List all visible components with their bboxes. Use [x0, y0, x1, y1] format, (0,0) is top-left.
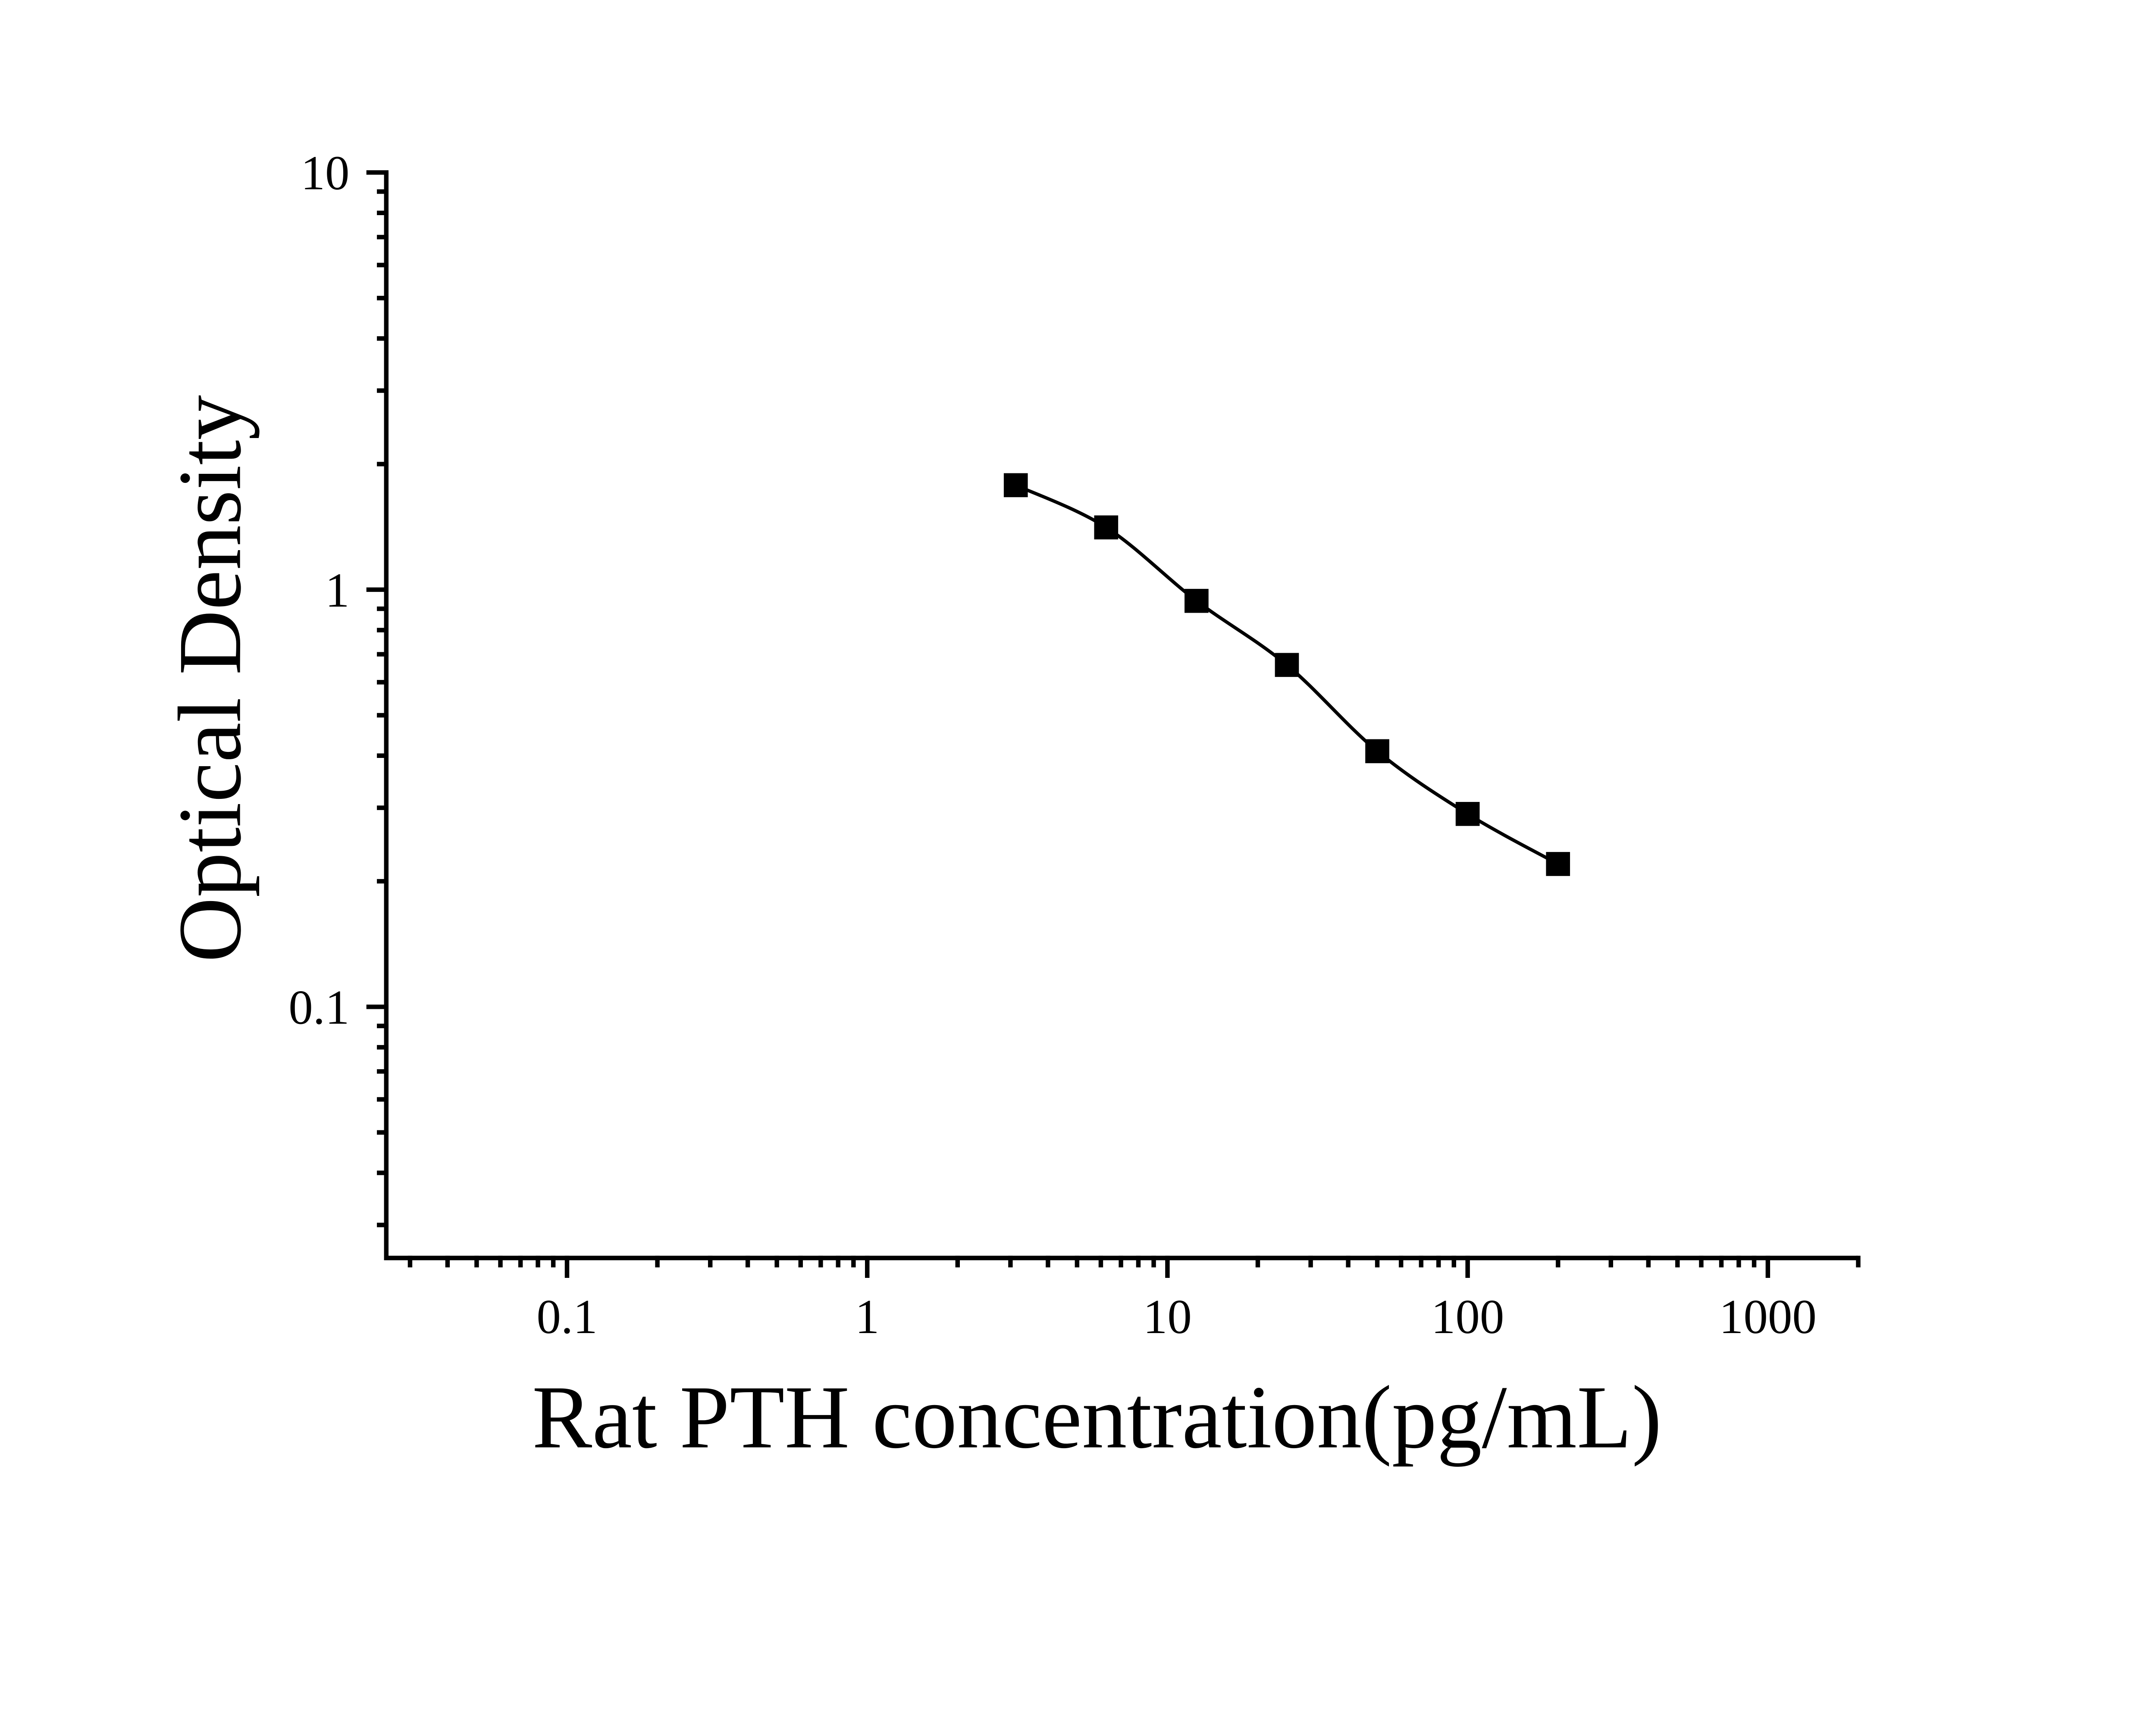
x-axis-tick-label: 1000 — [1719, 1290, 1817, 1344]
x-axis-tick-label: 0.1 — [536, 1290, 597, 1344]
series-layer — [1003, 473, 1570, 876]
elisa-standard-curve-figure: 0.1 1 10 100 1000 10 1 0.1 Rat PTH concentratio… — [160, 146, 1861, 1468]
y-axis-tick-label: 0.1 — [288, 980, 349, 1034]
data-point-marker — [1275, 653, 1299, 677]
x-axis-tick-label: 1 — [855, 1290, 880, 1344]
y-axis-title: Optical Density — [160, 395, 260, 962]
y-axis-tick-label: 1 — [325, 563, 350, 617]
data-point-marker — [1546, 852, 1570, 876]
x-axis-title: Rat PTH concentration(pg/mL) — [532, 1368, 1662, 1467]
y-axis-tick-label: 10 — [301, 146, 350, 200]
axis-spines — [384, 172, 1858, 1261]
axes-layer: 0.1 1 10 100 1000 10 1 0.1 — [288, 146, 1861, 1344]
x-axis-tick-label: 100 — [1431, 1290, 1504, 1344]
data-point-marker — [1003, 473, 1028, 498]
data-point-marker — [1455, 802, 1480, 826]
data-point-marker — [1365, 739, 1389, 764]
data-point-marker — [1185, 588, 1209, 613]
chart-canvas: 0.1 1 10 100 1000 10 1 0.1 Rat PTH concentratio… — [160, 146, 1861, 1468]
data-point-marker — [1094, 515, 1119, 540]
x-axis-tick-label: 10 — [1143, 1290, 1192, 1344]
